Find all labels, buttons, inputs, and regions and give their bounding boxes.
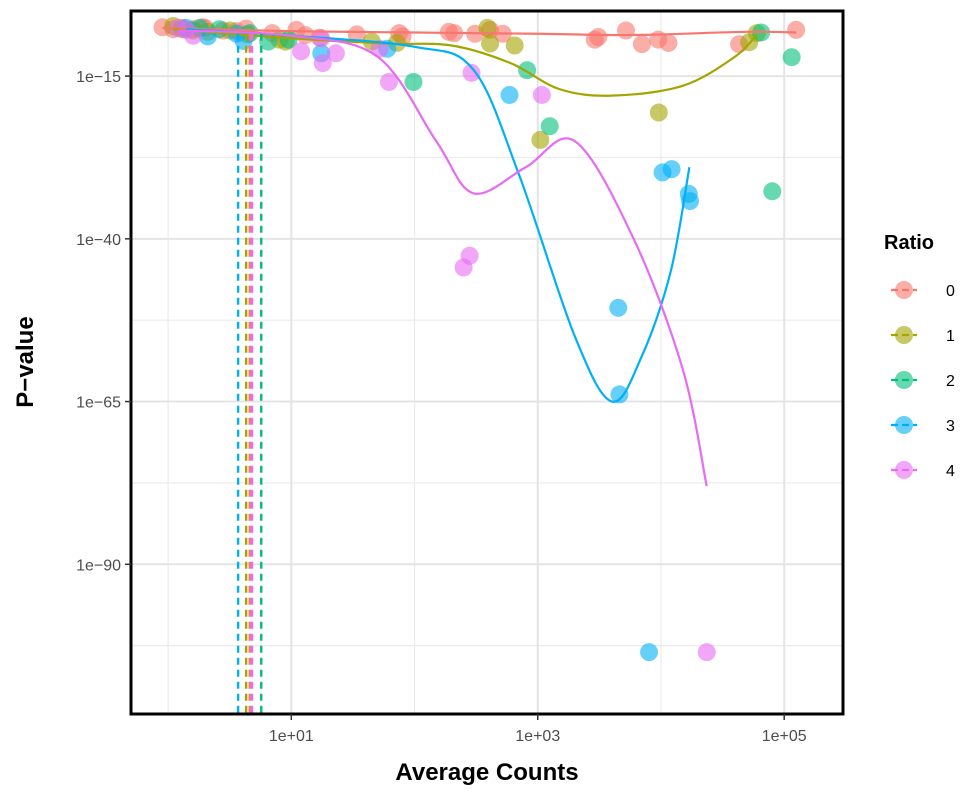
- y-axis: 1e−15 1e−40 1e−65 1e−90: [76, 69, 131, 574]
- legend-key-point-0: [895, 281, 913, 299]
- point-ratio-0: [589, 28, 608, 47]
- point-ratio-0: [787, 20, 806, 39]
- legend: Ratio 0 1 2 3 4: [884, 232, 955, 480]
- point-ratio-0: [632, 35, 651, 54]
- point-ratio-4: [462, 63, 481, 82]
- smooth-line-ratio-1: [173, 28, 758, 97]
- legend-label-3: 3: [946, 418, 955, 435]
- y-axis-title: P−value: [12, 316, 39, 407]
- y-tick-label: 1e−90: [76, 557, 121, 574]
- point-ratio-1: [505, 36, 524, 55]
- x-tick-label: 1e+01: [269, 728, 314, 745]
- point-ratio-0: [616, 21, 635, 40]
- point-ratio-1: [649, 103, 668, 122]
- point-ratio-2: [782, 48, 801, 67]
- cutoff-layer: [236, 33, 263, 714]
- point-ratio-2: [404, 72, 423, 91]
- smooth-line-ratio-4: [177, 29, 708, 487]
- point-ratio-4: [532, 85, 551, 104]
- x-axis-title: Average Counts: [395, 759, 578, 786]
- legend-label-1: 1: [946, 328, 955, 345]
- y-tick-label: 1e−65: [76, 395, 121, 412]
- point-ratio-4: [379, 72, 398, 91]
- point-ratio-3: [662, 160, 681, 179]
- point-ratio-3: [610, 385, 629, 404]
- point-ratio-4: [313, 54, 332, 73]
- point-ratio-4: [326, 44, 345, 63]
- legend-label-0: 0: [946, 283, 955, 300]
- y-tick-label: 1e−40: [76, 232, 121, 249]
- legend-label-4: 4: [946, 463, 955, 480]
- plot-border: [129, 9, 845, 716]
- point-ratio-4: [460, 246, 479, 265]
- point-ratio-2: [763, 182, 782, 201]
- legend-keys: 0 1 2 3 4: [891, 281, 955, 480]
- smooth-line-ratio-3: [186, 28, 691, 403]
- point-ratio-3: [609, 298, 628, 317]
- legend-key-point-3: [895, 416, 913, 434]
- point-ratio-1: [531, 130, 550, 149]
- point-ratio-4: [697, 643, 716, 662]
- y-tick-label: 1e−15: [76, 69, 121, 86]
- x-tick-label: 1e+05: [762, 728, 807, 745]
- point-ratio-3: [640, 643, 659, 662]
- point-ratio-3: [500, 85, 519, 104]
- legend-title: Ratio: [884, 232, 934, 254]
- legend-key-point-2: [895, 371, 913, 389]
- point-ratio-2: [540, 117, 559, 136]
- x-axis: 1e+01 1e+03 1e+05: [269, 714, 807, 745]
- legend-key-point-4: [895, 461, 913, 479]
- legend-label-2: 2: [946, 373, 955, 390]
- point-ratio-4: [292, 42, 311, 61]
- point-ratio-1: [481, 34, 500, 53]
- point-ratio-0: [347, 25, 366, 44]
- legend-key-point-1: [895, 326, 913, 344]
- smooth-layer: [162, 26, 797, 487]
- smooth-line-ratio-0: [162, 26, 797, 37]
- point-ratio-0: [659, 33, 678, 52]
- x-tick-label: 1e+03: [515, 728, 560, 745]
